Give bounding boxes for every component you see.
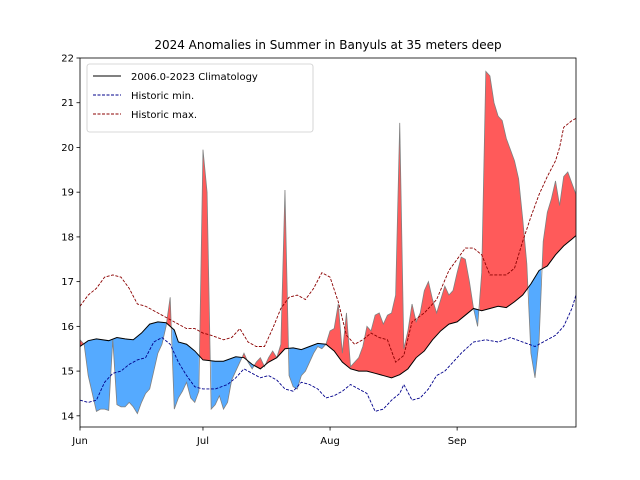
y-tick-label: 21 [61,98,74,109]
historic-min-line [80,294,576,412]
legend-box [86,63,314,133]
x-tick-label: Sep [448,436,467,447]
chart-title: 2024 Anomalies in Summer in Banyuls at 3… [154,38,501,52]
y-tick-label: 19 [61,188,74,199]
historic-max-line [80,117,576,363]
plot-frame [79,57,577,428]
legend-label: 2006.0-2023 Climatology [131,72,258,83]
cold-anomaly-fill [84,321,167,414]
x-axis: Jun Jul Aug Sep [71,427,467,447]
warm-anomaly-fill [479,71,528,311]
y-tick-label: 15 [61,367,74,378]
y-tick-label: 22 [61,54,74,65]
climatology-line [80,235,576,379]
series-2024-line [80,70,576,415]
x-tick-label: Jun [71,436,88,447]
y-axis: 14 15 16 17 18 19 20 21 22 [61,54,80,422]
x-tick-label: Aug [320,436,340,447]
legend: 2006.0-2023 Climatology Historic min. Hist… [86,63,314,133]
y-tick-label: 16 [61,322,74,333]
cold-anomaly-fill [248,361,255,369]
legend-label: Historic max. [131,110,197,121]
cold-anomaly-fill [528,269,542,378]
warm-anomaly-fill [254,357,264,369]
y-tick-label: 20 [61,143,74,154]
series-lines [80,70,576,415]
y-tick-label: 17 [61,277,74,288]
y-tick-label: 18 [61,232,74,243]
y-tick-label: 14 [61,411,74,422]
cold-anomaly-fill [172,328,199,410]
legend-label: Historic min. [131,91,194,102]
warm-anomaly-fill [265,189,289,365]
warm-anomaly-fill [542,172,576,269]
x-tick-label: Jul [196,436,209,447]
